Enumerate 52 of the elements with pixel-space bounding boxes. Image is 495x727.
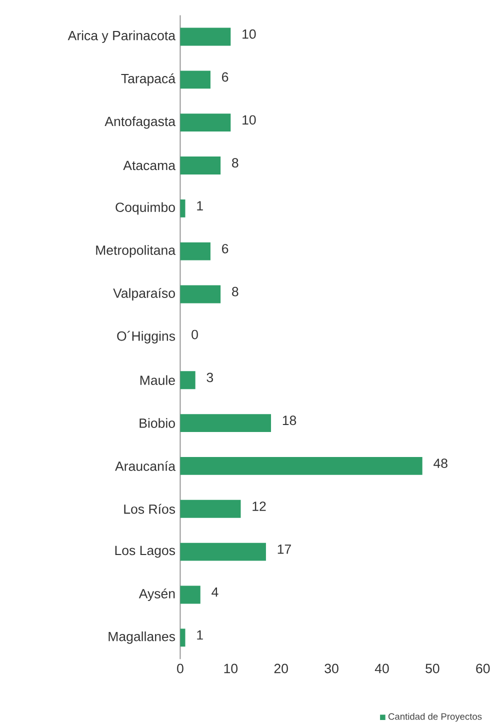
bar: [180, 371, 196, 390]
bar: [180, 285, 221, 304]
data-label: 8: [232, 158, 238, 168]
bar: [180, 457, 422, 475]
data-label: 18: [282, 416, 296, 426]
bar: [180, 628, 186, 647]
data-label: 4: [212, 588, 218, 597]
x-tick-label: 40: [374, 664, 389, 674]
data-label: 0: [192, 330, 198, 340]
bar: [180, 199, 186, 218]
legend-label: Cantidad de Proyectos: [388, 712, 482, 722]
data-label: 3: [206, 372, 214, 382]
data-label: 10: [242, 115, 256, 125]
y-tick-label: Arica y Parinacota: [68, 30, 176, 43]
data-label: 8: [232, 286, 238, 296]
bar: [180, 114, 231, 132]
bar: [180, 70, 211, 89]
y-tick-label: Metropolitana: [96, 245, 176, 258]
bar: [180, 542, 266, 561]
y-tick-label: Coquimbo: [116, 202, 176, 215]
x-tick-label: 30: [324, 664, 338, 674]
y-tick-label: Antofagasta: [104, 116, 176, 129]
data-label: 6: [222, 244, 228, 254]
data-label: 6: [222, 72, 228, 82]
x-tick-label: 10: [224, 664, 238, 674]
data-label: 12: [252, 502, 266, 511]
y-tick-label: Maule: [140, 375, 175, 385]
bar: [180, 242, 211, 260]
y-tick-label: Valparaíso: [113, 288, 176, 301]
bar: [180, 500, 241, 518]
y-tick-label: Araucanía: [115, 460, 176, 471]
data-label: 1: [197, 630, 203, 640]
x-tick-label: 60: [476, 664, 490, 674]
y-tick-label: Biobio: [140, 418, 176, 428]
bar: [180, 586, 200, 604]
y-tick-label: Atacama: [123, 160, 176, 170]
y-tick-label: O´Higgins: [117, 330, 176, 344]
x-tick-label: 20: [274, 664, 288, 674]
y-tick-label: Los Ríos: [124, 504, 176, 514]
y-tick-label: Los Lagos: [115, 546, 176, 558]
x-tick-label: 0: [177, 664, 184, 674]
y-tick-label: Aysén: [138, 588, 175, 601]
bar: [180, 156, 221, 174]
bar: [180, 414, 272, 432]
data-label: 10: [242, 29, 256, 39]
data-label: 17: [278, 544, 292, 554]
bar: [180, 28, 231, 46]
y-tick-label: Magallanes: [108, 631, 176, 644]
y-tick-label: Tarapacá: [121, 73, 176, 86]
x-tick-label: 50: [426, 664, 440, 674]
data-label: 48: [434, 458, 448, 468]
data-label: 1: [197, 201, 203, 210]
